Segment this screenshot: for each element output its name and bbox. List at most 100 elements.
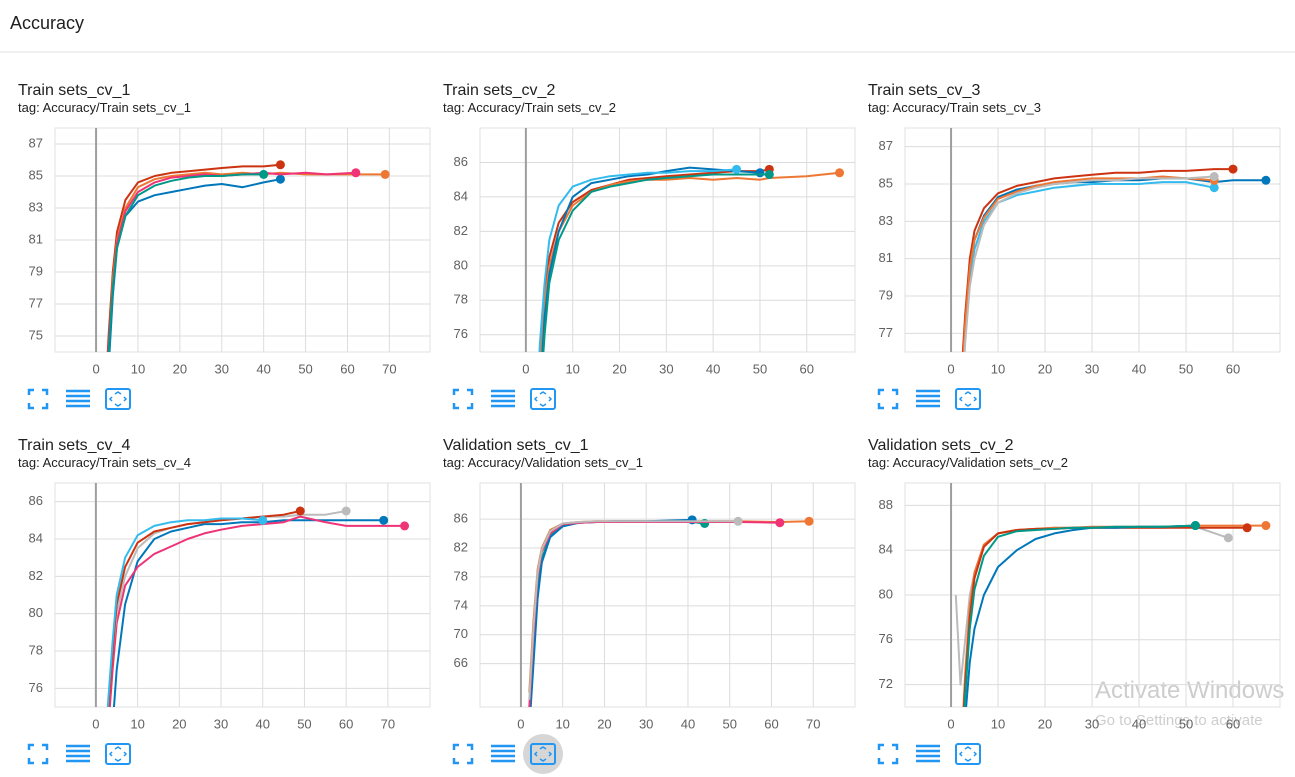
- y-tick-label: 79: [879, 287, 893, 302]
- data-selection-button[interactable]: [66, 389, 90, 408]
- chart-title: Validation sets_cv_1: [443, 437, 589, 454]
- fit-domain-button[interactable]: [105, 743, 131, 765]
- x-tick-label: 30: [215, 361, 229, 376]
- series-endpoint: [1261, 521, 1271, 531]
- y-tick-label: 84: [879, 542, 893, 557]
- chart-tag: tag: Accuracy/Validation sets_cv_2: [868, 455, 1068, 470]
- series-line: [962, 177, 1266, 352]
- series-endpoint: [275, 160, 285, 170]
- icon: [955, 743, 981, 765]
- x-tick-label: 10: [130, 716, 144, 731]
- x-tick-label: 50: [298, 361, 312, 376]
- y-tick-label: 88: [879, 497, 893, 512]
- y-tick-label: 70: [454, 626, 468, 641]
- x-tick-label: 10: [565, 361, 579, 376]
- x-tick-label: 10: [991, 716, 1005, 731]
- x-tick-label: 60: [800, 361, 814, 376]
- x-tick-label: 60: [340, 361, 354, 376]
- data-selection-button[interactable]: [916, 744, 940, 763]
- series-endpoint: [1242, 523, 1252, 533]
- series-endpoint: [764, 170, 774, 180]
- y-tick-label: 81: [879, 250, 893, 265]
- expand-button[interactable]: [27, 743, 49, 765]
- series-line: [538, 168, 737, 352]
- x-tick-label: 60: [764, 716, 778, 731]
- data-selection-button[interactable]: [491, 389, 515, 408]
- series-endpoint: [295, 506, 305, 516]
- y-tick-label: 82: [29, 568, 43, 583]
- y-tick-label: 82: [454, 539, 468, 554]
- fit-domain-button[interactable]: [105, 388, 131, 410]
- x-tick-label: 50: [297, 716, 311, 731]
- series-endpoint: [687, 515, 697, 525]
- fit-domain-button[interactable]: [530, 388, 556, 410]
- x-tick-label: 10: [555, 716, 569, 731]
- fit-domain-button[interactable]: [955, 743, 981, 765]
- fit-domain-button[interactable]: [530, 743, 556, 765]
- expand-button[interactable]: [452, 743, 474, 765]
- series-endpoint: [275, 174, 285, 184]
- y-tick-label: 81: [29, 231, 43, 246]
- series-endpoint: [258, 515, 268, 525]
- expand-button[interactable]: [452, 388, 474, 410]
- icon: [530, 743, 556, 765]
- data-selection-button[interactable]: [66, 744, 90, 763]
- x-tick-label: 0: [92, 716, 99, 731]
- plot-frame: [479, 482, 856, 708]
- series-endpoint: [1190, 521, 1200, 531]
- y-tick-label: 80: [29, 605, 43, 620]
- x-tick-label: 60: [1226, 716, 1240, 731]
- chart-title: Train sets_cv_4: [18, 437, 130, 454]
- x-tick-label: 20: [612, 361, 626, 376]
- watermark-title: Activate Windows: [1095, 677, 1284, 704]
- y-tick-label: 78: [29, 642, 43, 657]
- chart-tag: tag: Accuracy/Validation sets_cv_1: [443, 455, 643, 470]
- icon: [27, 388, 49, 410]
- icon: [530, 388, 556, 410]
- icon: [452, 743, 474, 765]
- series-endpoint: [732, 164, 742, 174]
- series-line: [107, 510, 347, 707]
- x-tick-label: 70: [806, 716, 820, 731]
- x-tick-label: 0: [947, 361, 954, 376]
- chart-title: Validation sets_cv_2: [868, 437, 1014, 454]
- x-tick-label: 20: [1038, 361, 1052, 376]
- icon: [958, 391, 978, 407]
- series-line: [540, 171, 840, 352]
- expand-button[interactable]: [877, 388, 899, 410]
- series-endpoint: [341, 506, 351, 516]
- icon: [958, 746, 978, 762]
- expand-button[interactable]: [877, 743, 899, 765]
- y-tick-label: 80: [879, 586, 893, 601]
- x-tick-label: 10: [131, 361, 145, 376]
- expand-button[interactable]: [27, 388, 49, 410]
- x-tick-label: 50: [722, 716, 736, 731]
- x-tick-label: 40: [681, 716, 695, 731]
- chart-tag: tag: Accuracy/Train sets_cv_2: [443, 100, 616, 115]
- y-tick-label: 76: [454, 326, 468, 341]
- x-tick-label: 70: [381, 716, 395, 731]
- series-line: [528, 520, 810, 693]
- x-tick-label: 40: [1132, 716, 1146, 731]
- plot: [106, 506, 410, 707]
- data-selection-button[interactable]: [491, 744, 515, 763]
- y-tick-label: 77: [879, 325, 893, 340]
- y-tick-label: 66: [454, 655, 468, 670]
- series-line: [107, 510, 301, 707]
- data-selection-button[interactable]: [916, 389, 940, 408]
- series-endpoint: [400, 521, 410, 531]
- x-tick-label: 60: [1226, 361, 1240, 376]
- plot: [961, 164, 1271, 352]
- series-endpoint: [1228, 164, 1238, 174]
- series-line: [107, 173, 264, 352]
- series-endpoint: [379, 515, 389, 525]
- series-line: [961, 168, 1233, 352]
- fit-domain-button[interactable]: [955, 388, 981, 410]
- icon: [877, 743, 899, 765]
- series-line: [107, 171, 386, 352]
- x-tick-label: 0: [947, 716, 954, 731]
